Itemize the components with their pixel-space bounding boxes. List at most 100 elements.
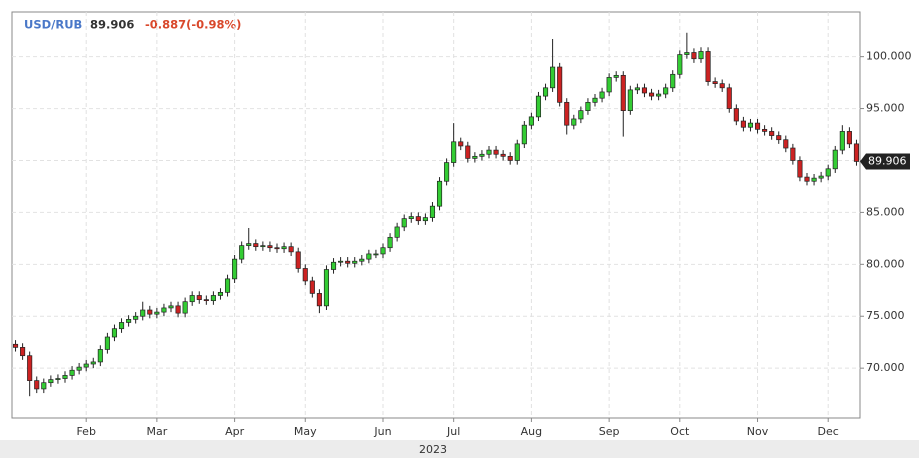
candle-body xyxy=(677,54,683,75)
candle-body xyxy=(528,116,534,126)
candle-body xyxy=(733,108,739,122)
candle-body xyxy=(804,176,810,182)
candle-body xyxy=(401,218,407,228)
candle-body xyxy=(641,87,648,94)
candle-body xyxy=(352,260,358,264)
candle-body xyxy=(309,280,315,294)
x-tick-label: Dec xyxy=(818,425,839,438)
candle-body xyxy=(698,51,704,60)
candle-body xyxy=(345,260,351,264)
candle-body xyxy=(458,141,464,147)
candle-body xyxy=(493,149,499,155)
candle-body xyxy=(175,305,181,314)
candle-body xyxy=(69,369,75,376)
x-axis-label: 2023 xyxy=(419,443,447,456)
candle-body xyxy=(90,361,96,365)
candle-body xyxy=(514,143,520,161)
candle-body xyxy=(260,245,266,248)
candle-body xyxy=(691,52,697,60)
price: 89.906 xyxy=(90,18,134,32)
candle-body xyxy=(599,91,605,99)
candle-body xyxy=(140,309,146,317)
candle-body xyxy=(557,66,563,103)
candle-body xyxy=(41,382,47,390)
symbol: USD/RUB xyxy=(24,18,82,32)
x-tick-label: Sep xyxy=(599,425,620,438)
candle-body xyxy=(224,278,231,293)
candle-body xyxy=(747,122,754,128)
y-tick-label: 85.000 xyxy=(866,205,905,218)
candle-body xyxy=(196,295,202,300)
candle-body xyxy=(811,177,817,182)
candle-body xyxy=(267,245,273,249)
candle-body xyxy=(762,128,768,132)
candle-body xyxy=(203,299,209,302)
candle-body xyxy=(472,155,478,159)
candle-body xyxy=(34,380,40,390)
x-tick-label: Jul xyxy=(446,425,460,438)
candle-body xyxy=(783,139,789,149)
x-tick-label: May xyxy=(294,425,317,438)
candle-body xyxy=(217,292,224,296)
candle-body xyxy=(436,180,443,207)
candle-body xyxy=(274,247,280,250)
candle-body xyxy=(578,110,584,120)
x-tick-label: Oct xyxy=(670,425,690,438)
candle-body xyxy=(387,236,393,249)
candle-body xyxy=(825,168,831,177)
candle-body xyxy=(797,160,803,178)
candle-body xyxy=(465,145,471,159)
y-tick-label: 80.000 xyxy=(866,257,905,270)
candle-body xyxy=(429,205,436,218)
candle-body xyxy=(479,153,485,157)
candle-body xyxy=(126,319,132,323)
candle-body xyxy=(161,307,167,313)
candle-body xyxy=(104,336,110,350)
candle-body xyxy=(670,73,676,89)
candle-body xyxy=(210,295,216,302)
y-tick-label: 95.000 xyxy=(866,102,905,115)
candle-body xyxy=(663,87,669,95)
candle-body xyxy=(606,77,612,93)
candle-body xyxy=(726,87,732,109)
candle-body xyxy=(571,118,577,126)
candle-body xyxy=(253,243,259,248)
y-tick-label: 75.000 xyxy=(866,309,905,322)
candle-body xyxy=(373,253,379,256)
candle-body xyxy=(62,375,68,379)
candle-body xyxy=(182,301,188,314)
candle-body xyxy=(366,253,372,260)
candle-body xyxy=(154,311,160,315)
candle-body xyxy=(754,122,761,130)
price-tag: 89.906 xyxy=(868,154,907,167)
candle-body xyxy=(613,74,619,78)
candle-body xyxy=(719,83,725,89)
candle-body xyxy=(769,131,775,136)
candle-body xyxy=(486,149,492,155)
x-tick-label: Nov xyxy=(747,425,769,438)
candle-body xyxy=(451,141,457,163)
candle-body xyxy=(422,217,428,222)
x-tick-label: Mar xyxy=(146,425,167,438)
candle-body xyxy=(147,309,153,315)
price-tag-bg xyxy=(860,153,910,170)
candle-body xyxy=(535,95,542,118)
candle-body xyxy=(281,246,287,250)
change: -0.887(-0.98%) xyxy=(145,18,241,32)
candle-body xyxy=(330,261,337,270)
year-strip xyxy=(0,440,919,458)
candle-body xyxy=(111,328,118,338)
candle-body xyxy=(648,92,655,97)
candle-body xyxy=(846,131,852,145)
candle-body xyxy=(507,155,513,161)
candle-body xyxy=(444,162,450,182)
candle-body xyxy=(338,260,344,263)
candle-body xyxy=(168,305,174,309)
candle-body xyxy=(302,268,308,282)
y-tick-label: 100.000 xyxy=(866,50,912,63)
candle-body xyxy=(564,101,570,126)
candle-body xyxy=(83,363,89,368)
candle-body xyxy=(133,315,139,320)
candle-body xyxy=(394,226,400,238)
